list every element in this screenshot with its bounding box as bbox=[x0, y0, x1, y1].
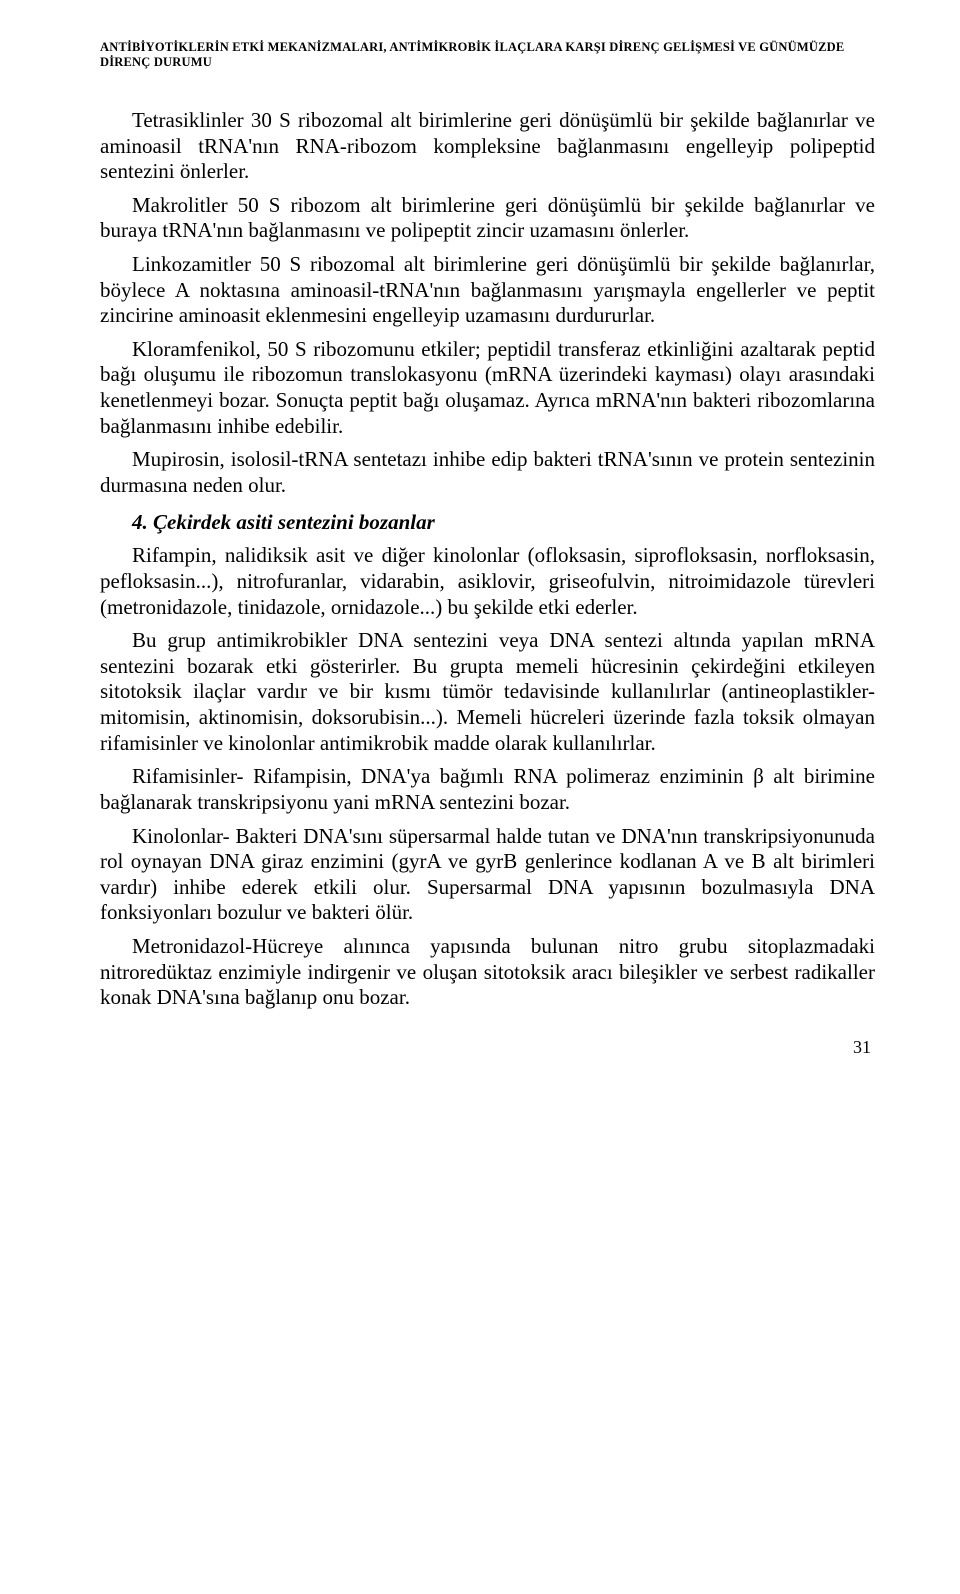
paragraph: Kinolonlar- Bakteri DNA'sını süpersarmal… bbox=[100, 824, 875, 926]
paragraph: Mupirosin, isolosil-tRNA sentetazı inhib… bbox=[100, 447, 875, 498]
paragraph: Rifamisinler- Rifampisin, DNA'ya bağımlı… bbox=[100, 764, 875, 815]
paragraph: Kloramfenikol, 50 S ribozomunu etkiler; … bbox=[100, 337, 875, 439]
paragraph: Makrolitler 50 S ribozom alt birimlerine… bbox=[100, 193, 875, 244]
paragraph: Metronidazol-Hücreye alınınca yapısında … bbox=[100, 934, 875, 1011]
page-number: 31 bbox=[100, 1037, 875, 1058]
paragraph: Rifampin, nalidiksik asit ve diğer kinol… bbox=[100, 543, 875, 620]
running-head: ANTİBİYOTİKLERİN ETKİ MEKANİZMALARI, ANT… bbox=[100, 40, 875, 70]
body-text-block: Tetrasiklinler 30 S ribozomal alt biriml… bbox=[100, 108, 875, 1011]
paragraph: Tetrasiklinler 30 S ribozomal alt biriml… bbox=[100, 108, 875, 185]
paragraph: Linkozamitler 50 S ribozomal alt birimle… bbox=[100, 252, 875, 329]
paragraph: Bu grup antimikrobikler DNA sentezini ve… bbox=[100, 628, 875, 756]
section-subhead: 4. Çekirdek asiti sentezini bozanlar bbox=[100, 509, 875, 536]
page-container: ANTİBİYOTİKLERİN ETKİ MEKANİZMALARI, ANT… bbox=[0, 0, 960, 1594]
